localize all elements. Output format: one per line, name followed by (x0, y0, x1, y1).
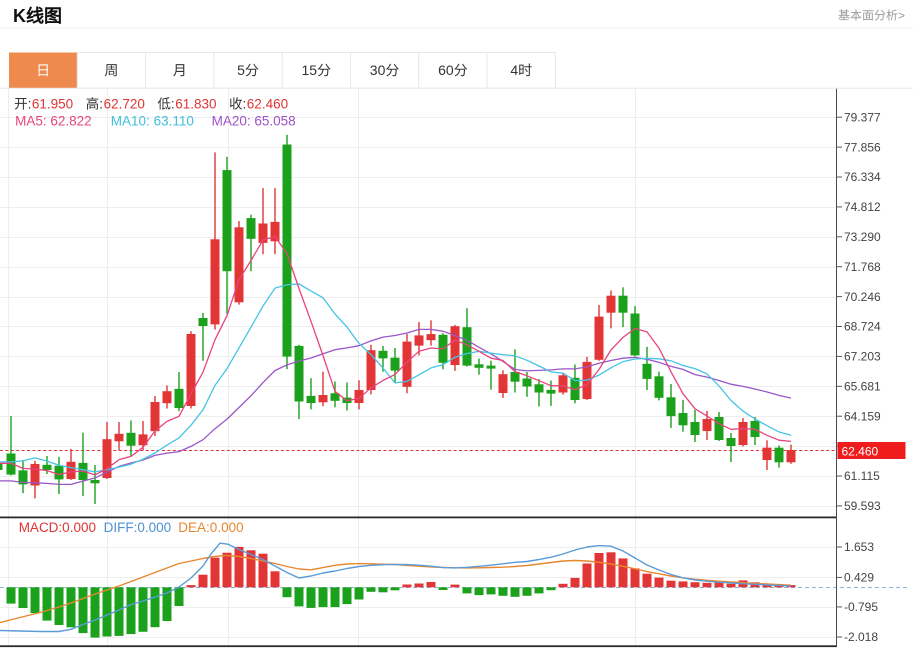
svg-text:0.429: 0.429 (844, 571, 874, 585)
svg-text:79.377: 79.377 (844, 110, 881, 124)
svg-text:77.856: 77.856 (844, 140, 881, 154)
svg-text:DEA:0.000: DEA:0.000 (178, 520, 243, 535)
svg-text:74.812: 74.812 (844, 200, 881, 214)
svg-text:MA10: 63.110: MA10: 63.110 (111, 114, 194, 129)
svg-text:>: > (898, 9, 905, 23)
svg-text:MACD:0.000: MACD:0.000 (19, 520, 96, 535)
svg-text:61.115: 61.115 (844, 469, 880, 483)
svg-text:MA20: 65.058: MA20: 65.058 (212, 114, 296, 129)
svg-text:30: 30 (370, 62, 386, 78)
svg-text:61.950: 61.950 (32, 97, 73, 112)
svg-text::: : (99, 97, 103, 112)
svg-text:67.203: 67.203 (844, 350, 881, 364)
svg-text:62.460: 62.460 (842, 444, 879, 458)
svg-text:76.334: 76.334 (844, 170, 881, 184)
svg-text::: : (243, 97, 247, 112)
svg-text:70.246: 70.246 (844, 290, 881, 304)
svg-text:61.830: 61.830 (175, 97, 216, 112)
svg-text:59.593: 59.593 (844, 499, 881, 513)
svg-text:62.720: 62.720 (104, 97, 145, 112)
svg-text:62.460: 62.460 (247, 97, 288, 112)
svg-text:4: 4 (510, 62, 518, 78)
svg-text:64.159: 64.159 (844, 409, 881, 423)
svg-text:73.290: 73.290 (844, 230, 881, 244)
svg-text:-0.795: -0.795 (844, 600, 878, 614)
svg-text:65.681: 65.681 (844, 380, 881, 394)
svg-text::: : (28, 97, 32, 112)
svg-text:5: 5 (237, 62, 245, 78)
svg-text:15: 15 (302, 62, 318, 78)
svg-text:-2.018: -2.018 (844, 630, 878, 644)
svg-text::: : (171, 97, 175, 112)
svg-text:68.724: 68.724 (844, 320, 881, 334)
svg-text:MA5: 62.822: MA5: 62.822 (15, 114, 92, 129)
svg-text:71.768: 71.768 (844, 260, 881, 274)
svg-text:1.653: 1.653 (844, 540, 874, 554)
svg-text:DIFF:0.000: DIFF:0.000 (104, 520, 172, 535)
svg-text:60: 60 (438, 62, 454, 78)
svg-text:K: K (13, 6, 26, 26)
